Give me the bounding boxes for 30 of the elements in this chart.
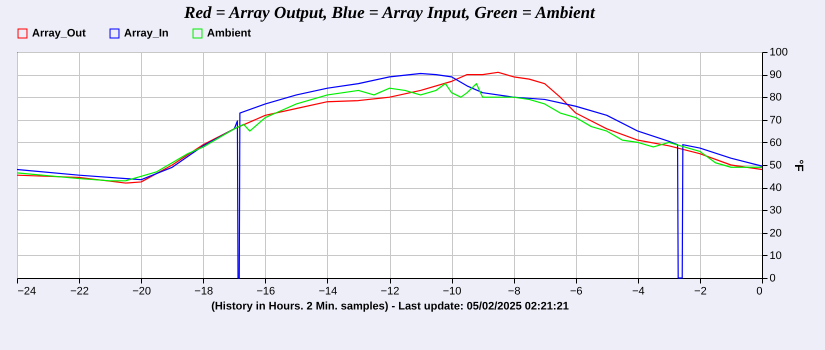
x-tick-label: −4	[632, 286, 645, 298]
y-tick-label: 100	[770, 46, 788, 58]
x-tick-label: −24	[18, 286, 36, 298]
y-tick-label: 10	[770, 250, 782, 262]
x-tick-label: −18	[194, 286, 214, 298]
x-tick-label: −22	[70, 286, 89, 298]
x-tick-label: −20	[132, 286, 152, 298]
y-tick-label: 70	[770, 114, 782, 126]
legend-label: Ambient	[207, 28, 252, 40]
y-tick-label: 0	[770, 272, 776, 284]
y-axis-title: °F	[792, 159, 806, 172]
x-tick-label: −8	[508, 286, 520, 298]
y-tick-label: 90	[770, 69, 782, 82]
x-tick-label: 0	[756, 286, 762, 298]
y-tick-label: 20	[770, 227, 782, 240]
y-tick-label: 40	[770, 182, 782, 194]
x-tick-label: −12	[380, 286, 400, 298]
legend-label: Array_Out	[32, 28, 86, 40]
y-tick-label: 60	[770, 136, 782, 149]
x-tick-label: −6	[570, 286, 583, 298]
y-tick-label: 80	[770, 92, 782, 104]
x-tick-label: −14	[318, 286, 338, 298]
y-tick-label: 50	[770, 160, 782, 172]
x-tick-label: −16	[256, 286, 276, 298]
y-tick-label: 30	[770, 204, 782, 217]
legend-label: Array_In	[124, 28, 169, 40]
x-tick-label: −2	[694, 286, 707, 298]
x-tick-label: −10	[442, 286, 462, 298]
chart-title: Red = Array Output, Blue = Array Input, Green = Ambient	[183, 3, 596, 22]
x-axis-title: (History in Hours. 2 Min. samples) - Last update: 05/02/2025 02:21:21	[211, 300, 569, 312]
